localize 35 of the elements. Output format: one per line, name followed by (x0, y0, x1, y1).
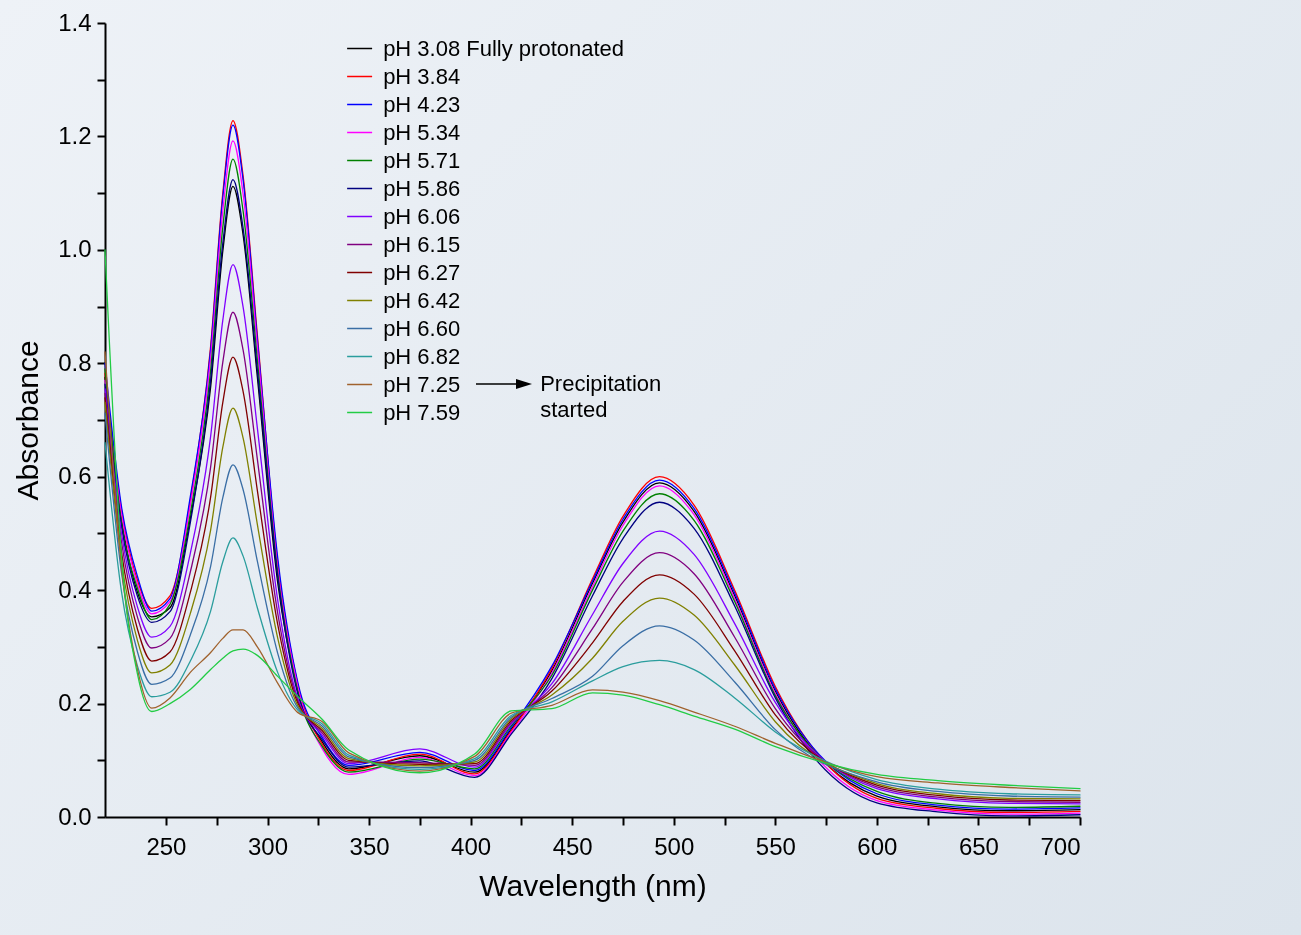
y-tick-label: 1.4 (58, 8, 92, 36)
x-axis-title: Wavelength (nm) (479, 868, 707, 902)
x-tick-label: 550 (755, 832, 796, 860)
x-tick-label: 600 (857, 832, 898, 860)
legend-label: pH 6.06 (383, 203, 461, 229)
legend-label: pH 5.34 (383, 119, 461, 145)
y-axis-title: Absorbance (11, 340, 45, 501)
legend-label: pH 5.71 (383, 147, 461, 173)
legend-label: pH 7.25 (383, 371, 461, 397)
legend-label: pH 6.15 (383, 231, 461, 257)
x-tick-label: 450 (552, 832, 593, 860)
legend-label: pH 3.08 Fully protonated (383, 35, 625, 61)
legend-label: pH 6.60 (383, 315, 461, 341)
y-tick-label: 0.8 (58, 348, 92, 376)
x-tick-label: 650 (958, 832, 999, 860)
legend-label: pH 4.23 (383, 91, 461, 117)
x-tick-label: 500 (654, 832, 695, 860)
y-tick-label: 0.6 (58, 462, 92, 490)
y-tick-label: 0.2 (58, 689, 92, 717)
legend-label: pH 5.86 (383, 175, 461, 201)
legend-label: pH 6.82 (383, 343, 461, 369)
y-tick-label: 1.0 (58, 235, 92, 263)
y-tick-label: 1.2 (58, 121, 92, 149)
legend-label: pH 7.59 (383, 399, 461, 425)
legend-label: pH 6.42 (383, 287, 461, 313)
y-tick-label: 0.0 (58, 802, 92, 830)
legend-label: pH 6.27 (383, 259, 461, 285)
x-tick-label: 700 (1040, 832, 1081, 860)
x-tick-label: 300 (247, 832, 289, 860)
x-tick-label: 250 (146, 832, 187, 860)
x-tick-label: 400 (451, 832, 492, 860)
annotation: Precipitation started (540, 371, 662, 423)
legend-label: pH 3.84 (383, 63, 461, 89)
x-tick-label: 350 (349, 832, 390, 860)
y-tick-label: 0.4 (58, 575, 92, 603)
